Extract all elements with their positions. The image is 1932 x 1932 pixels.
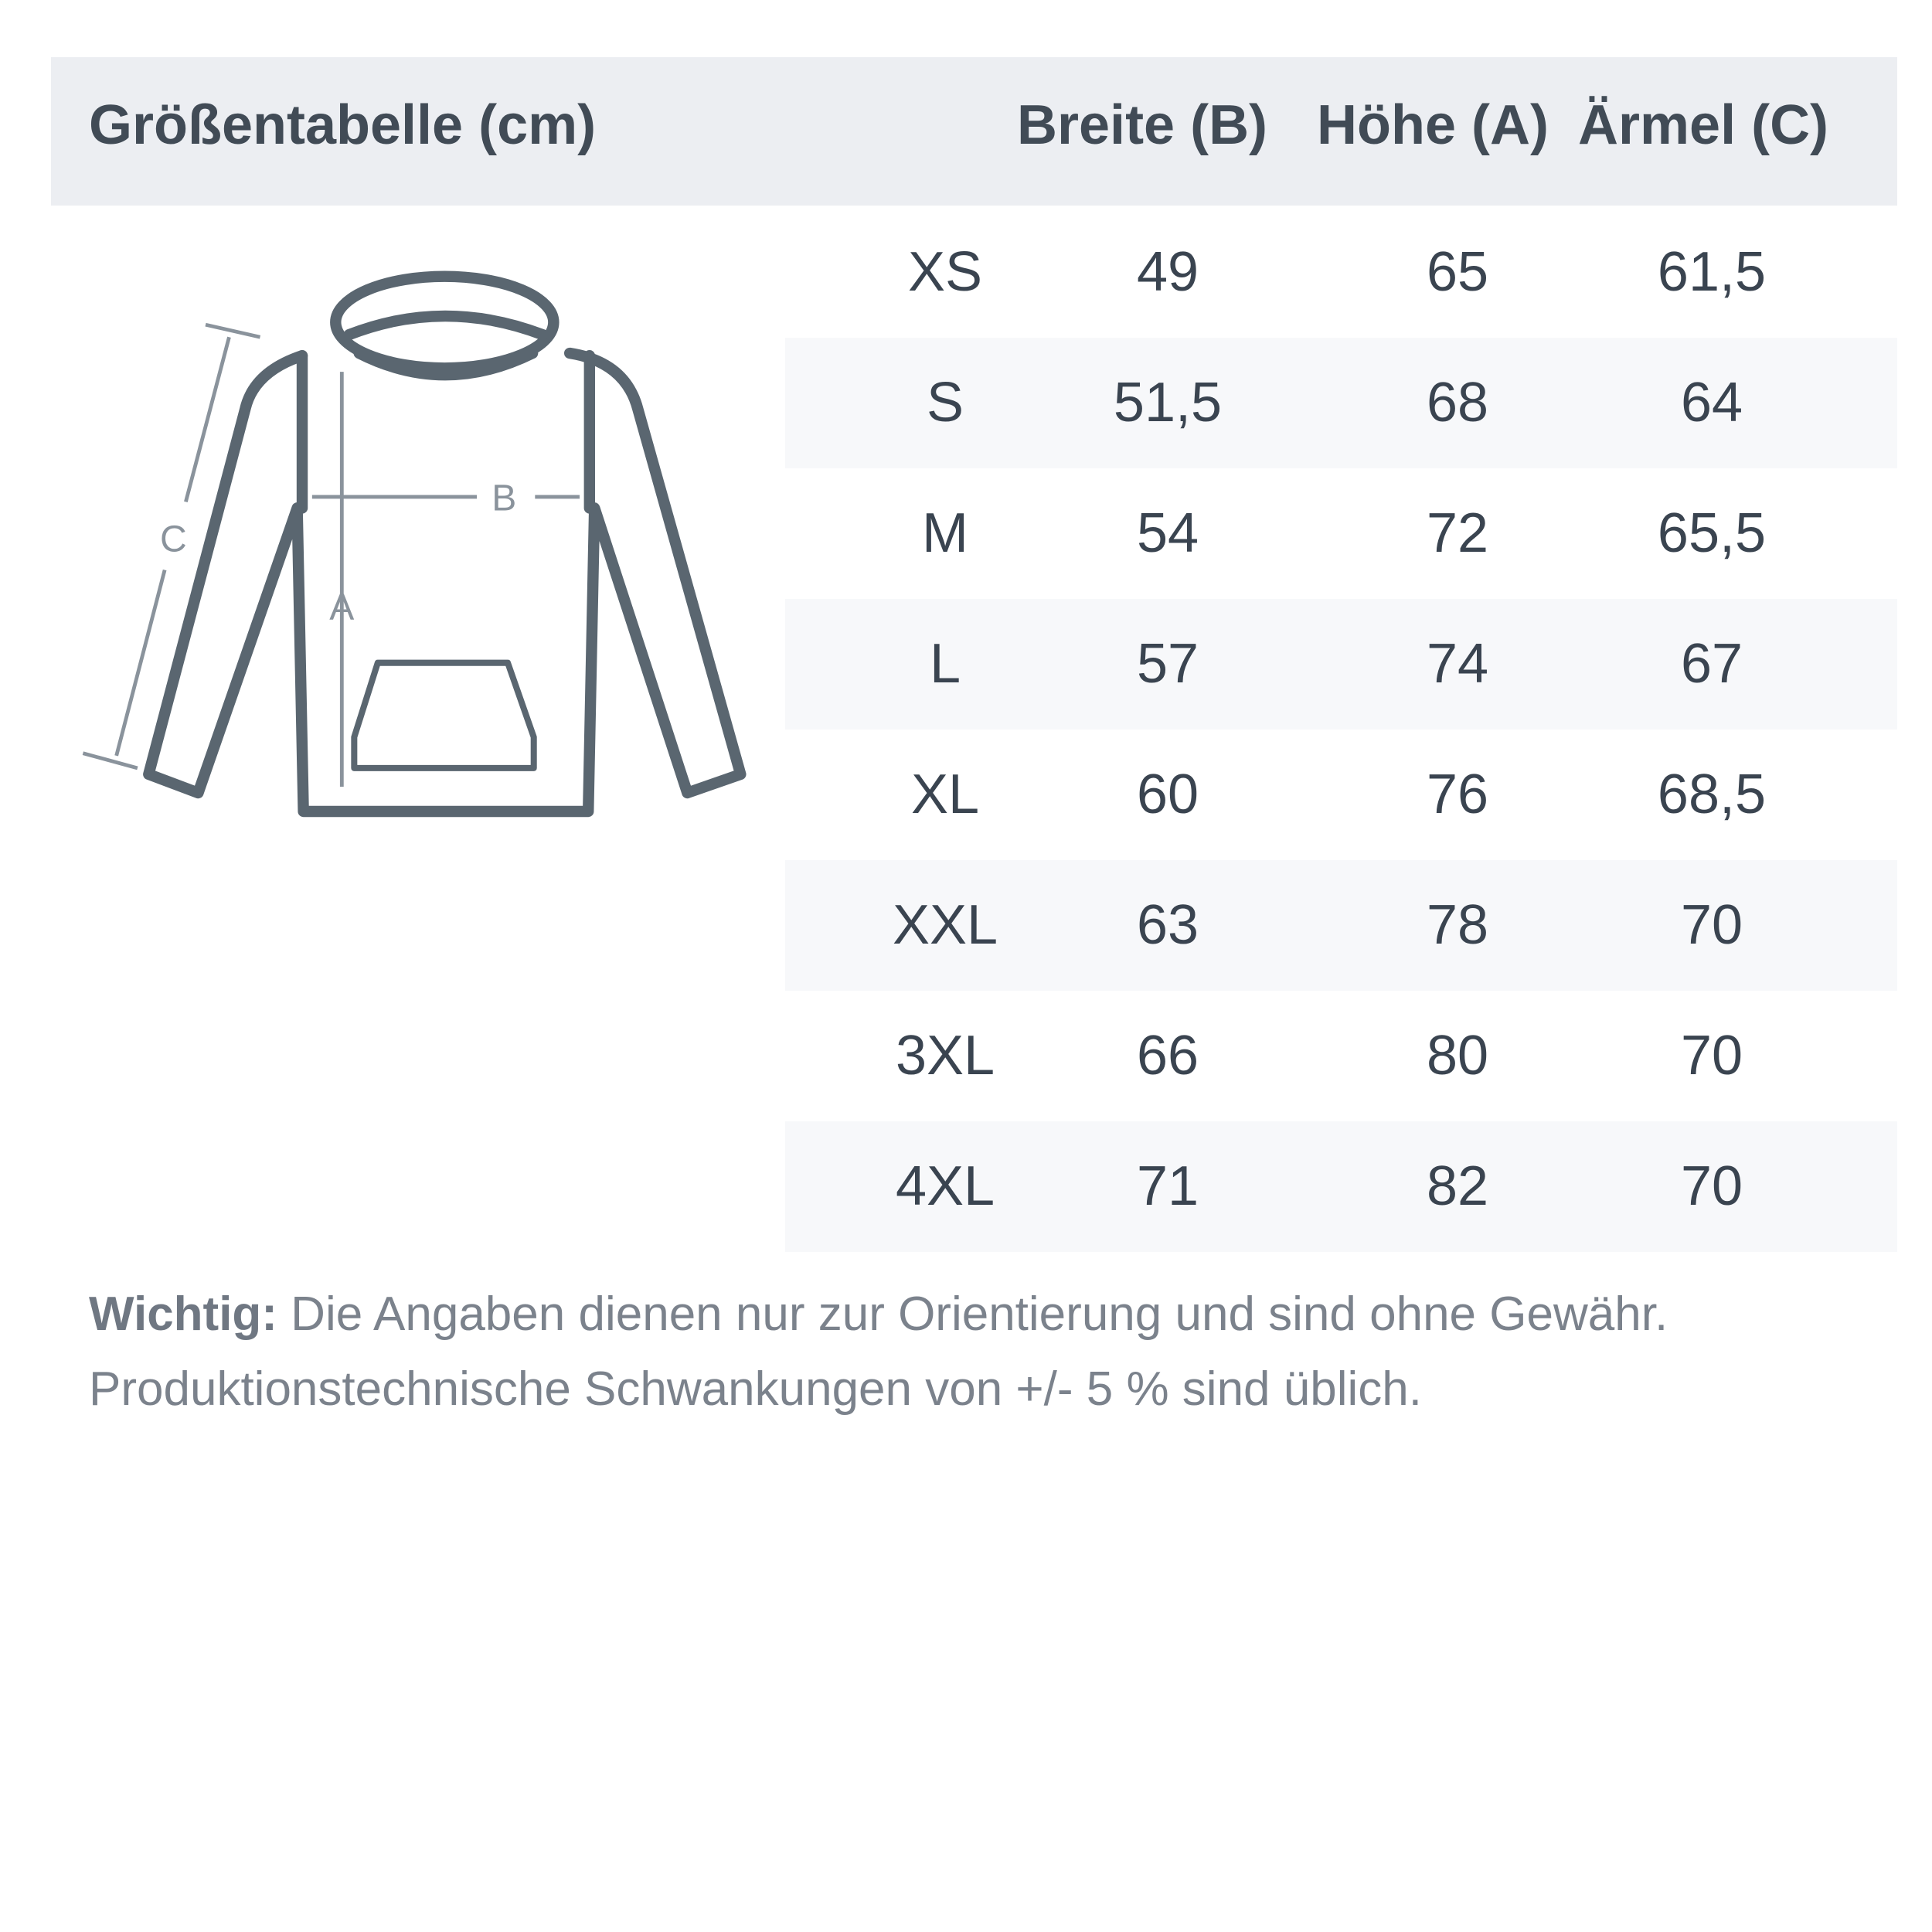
cell-size: M (922, 502, 968, 564)
table-row: S 51,5 68 64 (785, 338, 1897, 468)
cell-aermel: 64 (1680, 372, 1743, 434)
cell-aermel: 67 (1680, 633, 1743, 695)
hoodie-diagram: B A C (82, 270, 747, 818)
hoodie-outline-icon (143, 270, 747, 818)
cell-breite: 71 (1136, 1155, 1199, 1217)
note-bold: Wichtig: (89, 1287, 277, 1341)
table-row: L 57 74 67 (785, 599, 1897, 730)
note-line-2: Produktionstechnische Schwankungen von +… (89, 1362, 1422, 1416)
cell-breite: 49 (1136, 241, 1199, 303)
table-row: XL 60 76 68,5 (785, 730, 1897, 860)
cell-size: XXL (892, 894, 998, 956)
cell-hoehe: 74 (1426, 633, 1489, 695)
cell-breite: 57 (1136, 633, 1199, 695)
cell-hoehe: 68 (1426, 372, 1489, 434)
cell-size: XS (907, 241, 983, 303)
cell-hoehe: 76 (1426, 764, 1489, 825)
cell-hoehe: 82 (1426, 1155, 1489, 1217)
cell-aermel: 68,5 (1657, 764, 1767, 825)
note-text-1: Die Angaben dienen nur zur Orientierung … (277, 1287, 1668, 1341)
table-header: Größentabelle (cm) Breite (B) Höhe (A) Ä… (51, 57, 1897, 206)
cell-breite: 63 (1136, 894, 1199, 956)
cell-size: 3XL (895, 1025, 995, 1087)
label-a: A (329, 587, 354, 628)
table-row: XS 49 65 61,5 (785, 207, 1897, 338)
table-row: 4XL 71 82 70 (785, 1121, 1897, 1252)
cell-aermel: 70 (1680, 1155, 1743, 1217)
column-header-breite: Breite (B) (1017, 94, 1268, 156)
cell-breite: 54 (1136, 502, 1199, 564)
cell-size: XL (910, 764, 980, 825)
cell-size: 4XL (895, 1155, 995, 1217)
column-header-hoehe: Höhe (A) (1317, 94, 1549, 156)
cell-breite: 51,5 (1113, 372, 1223, 434)
column-header-aermel: Ärmel (C) (1578, 94, 1829, 156)
cell-breite: 66 (1136, 1025, 1199, 1087)
cell-aermel: 70 (1680, 1025, 1743, 1087)
cell-hoehe: 65 (1426, 241, 1489, 303)
label-b: B (492, 478, 516, 519)
measure-lines (82, 322, 580, 787)
label-c: C (160, 518, 187, 560)
cell-hoehe: 72 (1426, 502, 1489, 564)
note-line-1: Wichtig: Die Angaben dienen nur zur Orie… (89, 1291, 1668, 1338)
table-row: M 54 72 65,5 (785, 468, 1897, 599)
page-title: Größentabelle (cm) (89, 94, 597, 156)
cell-aermel: 61,5 (1657, 241, 1767, 303)
table-row: XXL 63 78 70 (785, 860, 1897, 991)
cell-size: L (929, 633, 961, 695)
cell-breite: 60 (1136, 764, 1199, 825)
cell-hoehe: 78 (1426, 894, 1489, 956)
cell-aermel: 70 (1680, 894, 1743, 956)
cell-size: S (926, 372, 964, 434)
table-row: 3XL 66 80 70 (785, 991, 1897, 1121)
cell-hoehe: 80 (1426, 1025, 1489, 1087)
cell-aermel: 65,5 (1657, 502, 1767, 564)
